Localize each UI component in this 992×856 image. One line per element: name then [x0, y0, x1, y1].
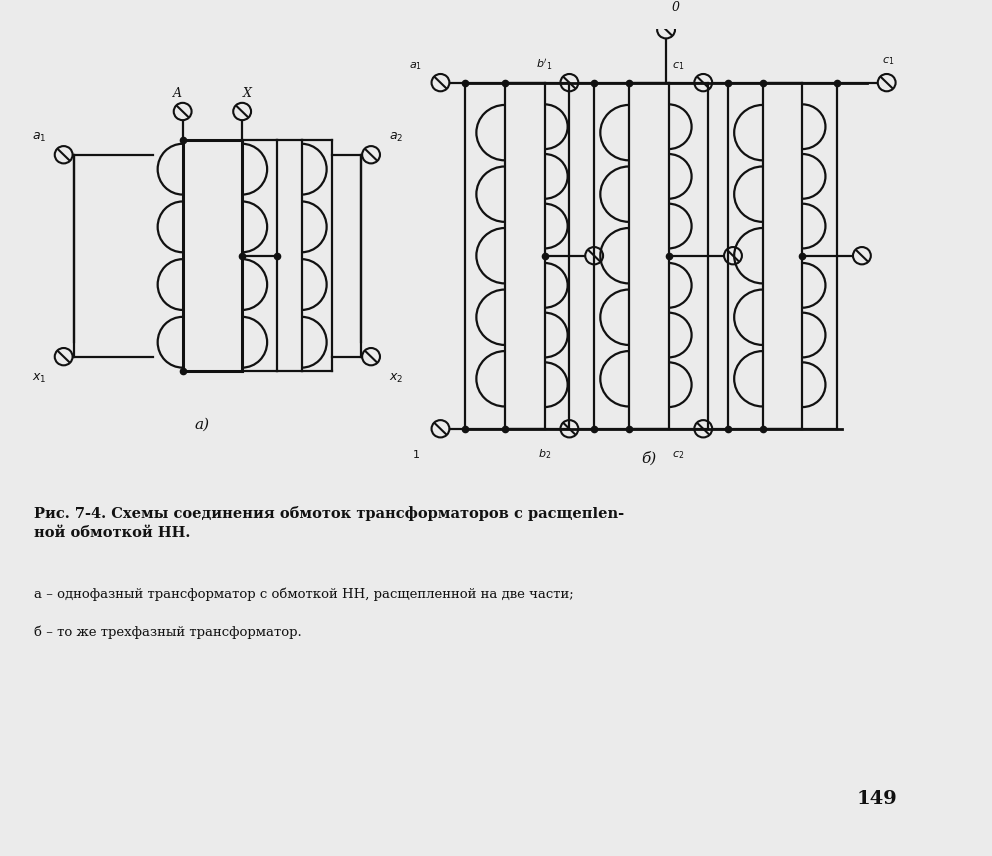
- Text: $a_1$: $a_1$: [32, 131, 46, 145]
- Text: $b'_1$: $b'_1$: [537, 57, 553, 72]
- Text: $x_1$: $x_1$: [32, 372, 46, 385]
- Text: $b_2$: $b_2$: [538, 448, 552, 461]
- Text: а – однофазный трансформатор с обмоткой НН, расщепленной на две части;: а – однофазный трансформатор с обмоткой …: [34, 587, 573, 601]
- Text: $a_1$: $a_1$: [409, 60, 423, 72]
- Text: б): б): [641, 451, 657, 466]
- Text: Рис. 7-4. Схемы соединения обмоток трансформаторов с расщепlen-
ной обмоткой НН.: Рис. 7-4. Схемы соединения обмоток транс…: [34, 506, 624, 540]
- Text: 149: 149: [856, 790, 897, 808]
- Text: б – то же трехфазный трансформатор.: б – то же трехфазный трансформатор.: [34, 626, 302, 639]
- Text: $1$: $1$: [412, 448, 420, 460]
- Text: A: A: [174, 87, 183, 100]
- Text: 0: 0: [672, 1, 680, 14]
- Text: $c_1$: $c_1$: [882, 56, 894, 68]
- Text: $c_1$: $c_1$: [673, 60, 684, 72]
- Text: а): а): [194, 418, 210, 431]
- Text: $a_2$: $a_2$: [389, 131, 403, 145]
- Text: $c_2$: $c_2$: [673, 449, 684, 461]
- Text: X: X: [243, 87, 252, 100]
- Text: $x_2$: $x_2$: [389, 372, 403, 385]
